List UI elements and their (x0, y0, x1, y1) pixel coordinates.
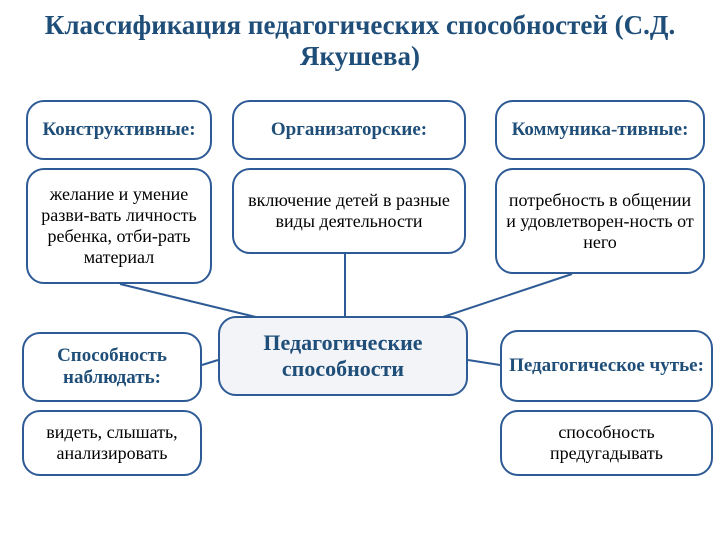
node-3-body-label: видеть, слышать, анализировать (30, 422, 194, 464)
node-0-body: желание и умение разви-вать личность реб… (26, 168, 212, 284)
node-2-body: потребность в общении и удовлетворен-нос… (495, 168, 705, 274)
node-4-header: Педагогическое чутье: (500, 330, 713, 402)
node-2-header-label: Коммуника-тивные: (512, 119, 689, 141)
connector-3 (202, 360, 218, 365)
node-3-header: Способность наблюдать: (22, 332, 202, 402)
node-0-header: Конструктивные: (26, 100, 212, 160)
node-4-body: способность предугадывать (500, 410, 713, 476)
node-4-body-label: способность предугадывать (508, 422, 705, 464)
page-title: Классификация педагогических способносте… (0, 10, 720, 72)
node-3-header-label: Способность наблюдать: (30, 345, 194, 389)
node-1-header: Организаторские: (232, 100, 466, 160)
node-0-body-label: желание и умение разви-вать личность реб… (34, 184, 204, 268)
node-3-body: видеть, слышать, анализировать (22, 410, 202, 476)
node-4-header-label: Педагогическое чутье: (509, 355, 704, 377)
central-node-label: Педагогические способности (263, 330, 422, 382)
node-2-body-label: потребность в общении и удовлетворен-нос… (503, 190, 697, 253)
central-node: Педагогические способности (218, 316, 468, 396)
connector-4 (468, 360, 500, 365)
node-2-header: Коммуника-тивные: (495, 100, 705, 160)
connector-0 (120, 284, 260, 318)
node-1-header-label: Организаторские: (271, 119, 427, 141)
connector-2 (434, 274, 572, 320)
node-1-body-label: включение детей в разные виды деятельнос… (240, 190, 458, 232)
node-1-body: включение детей в разные виды деятельнос… (232, 168, 466, 254)
node-0-header-label: Конструктивные: (42, 119, 195, 141)
